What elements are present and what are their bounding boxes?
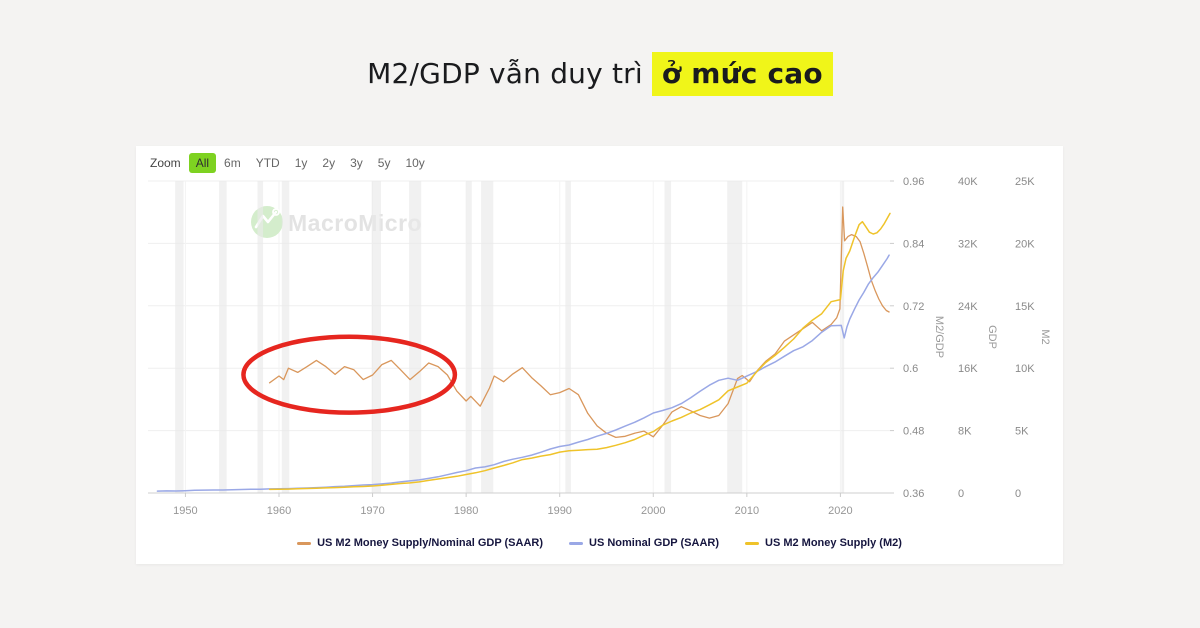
right-axis-title-gdp: GDP — [986, 325, 998, 349]
right-axis-ratio-tick-label: 0.84 — [903, 238, 924, 250]
legend-label: US M2 Money Supply/Nominal GDP (SAAR) — [317, 537, 544, 549]
x-axis-tick-label: 2020 — [828, 505, 852, 517]
right-axis-m2-tick-label: 10K — [1015, 363, 1035, 375]
right-axis-gdp-tick-label: 8K — [958, 426, 972, 438]
chart-legend: US M2 Money Supply/Nominal GDP (SAAR) US … — [136, 537, 1063, 549]
recession-band — [727, 181, 743, 493]
x-axis-tick-label: 1990 — [547, 505, 571, 517]
series-line-0 — [268, 206, 890, 439]
watermark-text: MacroMicro — [288, 210, 422, 236]
zoom-range-button-all[interactable]: All — [188, 153, 217, 173]
x-axis-tick-label: 1980 — [454, 505, 478, 517]
right-axis-ratio-tick-label: 0.96 — [903, 176, 924, 188]
page-title-highlight: ở mức cao — [651, 52, 833, 96]
right-axis-m2-tick-label: 0 — [1015, 488, 1021, 500]
page-title: M2/GDP vẫn duy trì ở mức cao — [0, 52, 1200, 96]
zoom-range-button-10y[interactable]: 10y — [405, 156, 425, 170]
legend-dash-icon — [569, 541, 584, 545]
zoom-range-button-1y[interactable]: 1y — [294, 156, 308, 170]
recession-band — [565, 181, 571, 493]
recession-band — [466, 181, 472, 493]
legend-item-2[interactable]: US M2 Money Supply (M2) — [745, 537, 902, 549]
legend-label: US M2 Money Supply (M2) — [765, 537, 902, 549]
zoom-range-button-6m[interactable]: 6m — [224, 156, 241, 170]
right-axis-m2-tick-label: 20K — [1015, 238, 1035, 250]
zoom-toolbar: Zoom All 6m YTD 1y 2y 3y 5y 10y — [150, 153, 433, 173]
zoom-toolbar-label: Zoom — [150, 156, 181, 170]
right-axis-title-m2: M2 — [1039, 329, 1051, 344]
red-ellipse-annotation — [241, 334, 458, 415]
right-axis-gdp-tick-label: 40K — [958, 176, 978, 188]
legend-dash-icon — [297, 541, 312, 545]
right-axis-gdp-tick-label: 16K — [958, 363, 978, 375]
zoom-range-button-ytd[interactable]: YTD — [255, 156, 280, 170]
recession-band — [409, 181, 422, 493]
right-axis-ratio-tick-label: 0.36 — [903, 488, 924, 500]
right-axis-title-ratio: M2/GDP — [933, 316, 945, 358]
right-axis-gdp-tick-label: 32K — [958, 238, 978, 250]
zoom-range-button-5y[interactable]: 5y — [377, 156, 391, 170]
chart-svg: MacroMicro 1950 1960 1970 1980 1990 2000 2010 20… — [148, 176, 1051, 517]
x-axis-tick-label: 2000 — [641, 505, 665, 517]
right-axis-ratio-tick-label: 0.6 — [903, 363, 918, 375]
legend-dash-icon — [745, 541, 759, 545]
right-axis-m2-tick-label: 5K — [1015, 426, 1029, 438]
series-line-2 — [268, 212, 891, 491]
series-line-1 — [156, 254, 890, 492]
right-axis-gdp-tick-label: 0 — [958, 488, 964, 500]
page-title-text: M2/GDP vẫn duy trì — [367, 57, 643, 90]
recession-band — [257, 181, 264, 493]
right-axis-gdp-tick-label: 24K — [958, 301, 978, 313]
right-axis-m2-tick-label: 25K — [1015, 176, 1035, 188]
x-axis-tick-label: 1960 — [267, 505, 291, 517]
legend-label: US Nominal GDP (SAAR) — [589, 537, 719, 549]
x-axis-tick-label: 1950 — [173, 505, 197, 517]
recession-band — [481, 181, 494, 493]
legend-item-1[interactable]: US Nominal GDP (SAAR) — [569, 537, 719, 549]
right-axis-ratio-tick-label: 0.72 — [903, 301, 924, 313]
recession-band — [664, 181, 672, 493]
x-axis-tick-label: 2010 — [735, 505, 759, 517]
x-axis-tick-label: 1970 — [360, 505, 384, 517]
zoom-range-button-2y[interactable]: 2y — [322, 156, 336, 170]
chart-card: Zoom All 6m YTD 1y 2y 3y 5y 10y MacroMicro 1950 1… — [136, 146, 1063, 564]
recession-band — [841, 181, 845, 493]
recession-band — [175, 181, 184, 493]
recession-band — [219, 181, 227, 493]
logo-lens-icon — [272, 208, 280, 216]
right-axis-m2-tick-label: 15K — [1015, 301, 1035, 313]
zoom-range-button-3y[interactable]: 3y — [350, 156, 363, 170]
recession-band — [281, 181, 290, 493]
right-axis-ratio-tick-label: 0.48 — [903, 426, 924, 438]
legend-item-0[interactable]: US M2 Money Supply/Nominal GDP (SAAR) — [297, 537, 543, 549]
